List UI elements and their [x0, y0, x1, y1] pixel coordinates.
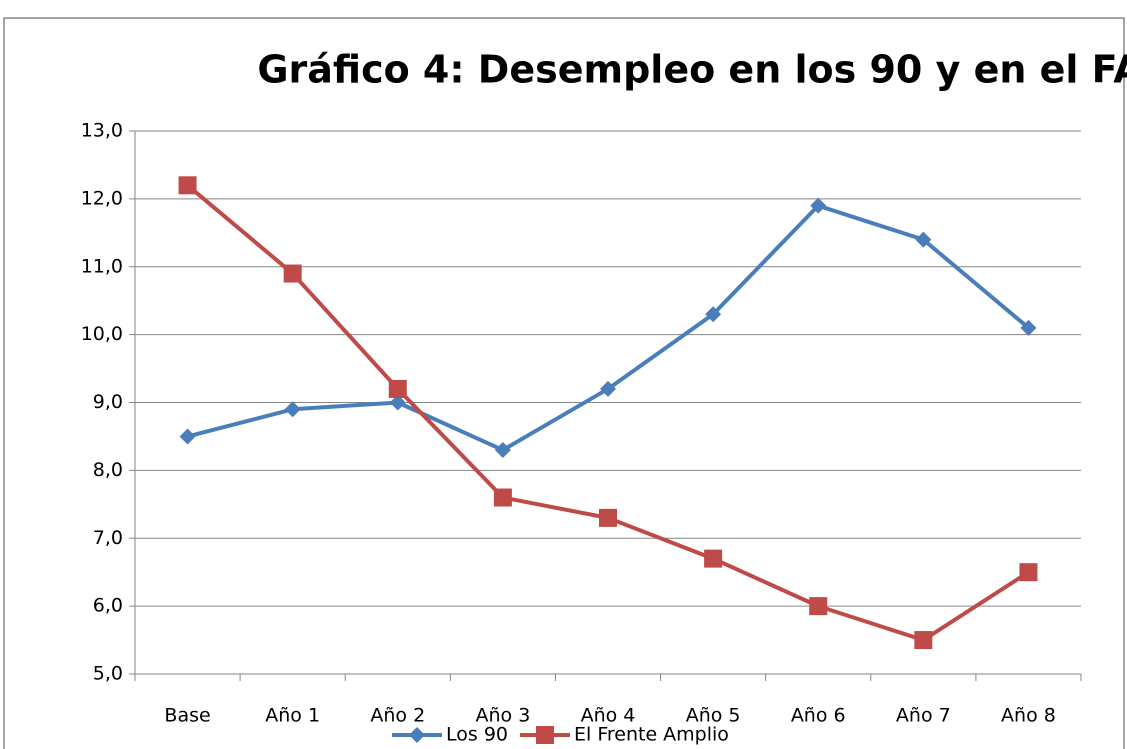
marker [705, 306, 722, 323]
y-tick-label: 11,0 [81, 255, 123, 277]
x-tick-label: Año 5 [686, 705, 741, 727]
marker [810, 197, 827, 214]
legend-label: Los 90 [446, 724, 508, 746]
legend-marker [409, 727, 425, 743]
y-tick-label: 6,0 [93, 595, 123, 617]
marker [704, 549, 723, 568]
x-tick-label: Año 6 [791, 705, 846, 727]
x-tick-label: Año 3 [475, 705, 530, 727]
y-tick-label: 7,0 [93, 527, 123, 549]
marker [388, 379, 407, 398]
x-tick-label: Año 1 [265, 705, 320, 727]
x-tick-label: Año 7 [896, 705, 951, 727]
marker [1019, 563, 1038, 582]
marker [914, 631, 933, 650]
x-tick-label: Año 4 [581, 705, 636, 727]
marker [178, 176, 197, 195]
x-tick-label: Año 2 [370, 705, 425, 727]
legend-marker [536, 726, 554, 744]
y-tick-label: 5,0 [93, 663, 123, 685]
marker [283, 264, 302, 283]
chart-border [3, 17, 1125, 749]
marker [599, 508, 617, 527]
marker [915, 231, 932, 248]
marker [284, 401, 301, 418]
marker [600, 380, 616, 397]
marker [493, 488, 512, 507]
marker [1020, 319, 1037, 336]
marker [494, 442, 511, 459]
y-tick-label: 13,0 [81, 120, 123, 142]
marker [389, 394, 406, 411]
marker [179, 428, 196, 445]
x-tick-label: Año 8 [1001, 705, 1056, 727]
marker [809, 597, 828, 616]
legend-label: El Frente Amplio [574, 724, 729, 746]
y-tick-label: 10,0 [81, 323, 123, 345]
y-tick-label: 8,0 [93, 459, 123, 481]
chart-title: Gráfico 4: Desempleo en los 90 y en el F… [257, 48, 1127, 92]
y-tick-label: 9,0 [93, 391, 123, 413]
y-tick-label: 12,0 [81, 187, 123, 209]
x-tick-label: Base [164, 705, 210, 727]
